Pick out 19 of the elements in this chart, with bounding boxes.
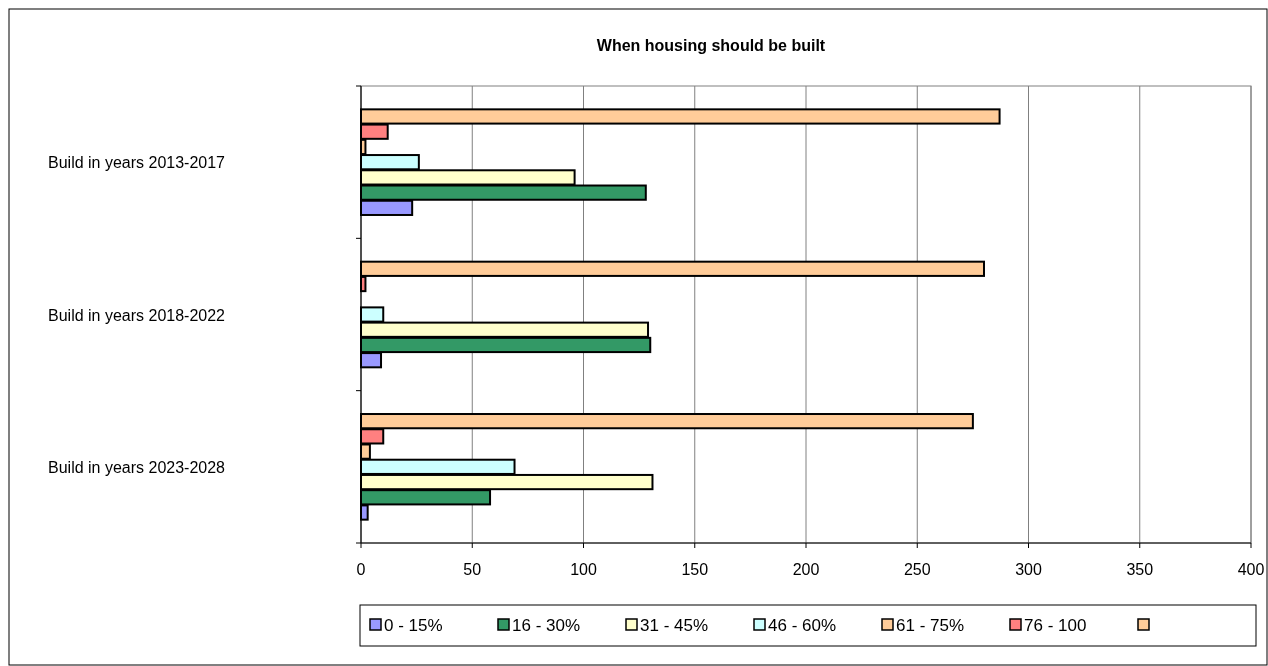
x-tick-label: 200	[792, 561, 820, 578]
y-tick-label: Build in years 2018-2022	[48, 306, 226, 324]
x-tick-label: 250	[903, 561, 931, 578]
legend-label: 0 - 15%	[384, 616, 443, 635]
x-tick-label: 0	[356, 561, 366, 578]
y-tick-label: Build in years 2013-2017	[48, 154, 226, 172]
x-tick-label: 100	[570, 561, 597, 578]
legend-label: 46 - 60%	[768, 616, 837, 635]
legend-label: 61 - 75%	[896, 616, 965, 635]
x-tick-label: 50	[463, 561, 482, 578]
x-tick-label: 300	[1015, 561, 1042, 578]
x-tick-label: 350	[1126, 561, 1154, 578]
legend-label: 31 - 45%	[640, 616, 709, 635]
legend-label: 76 - 100	[1024, 616, 1087, 635]
x-tick-label: 400	[1237, 561, 1265, 578]
legend-label: 16 - 30%	[512, 616, 581, 635]
y-tick-label: Build in years 2023-2028	[48, 458, 226, 476]
x-tick-label: 150	[681, 561, 709, 578]
chart-title: When housing should be built	[596, 37, 826, 54]
